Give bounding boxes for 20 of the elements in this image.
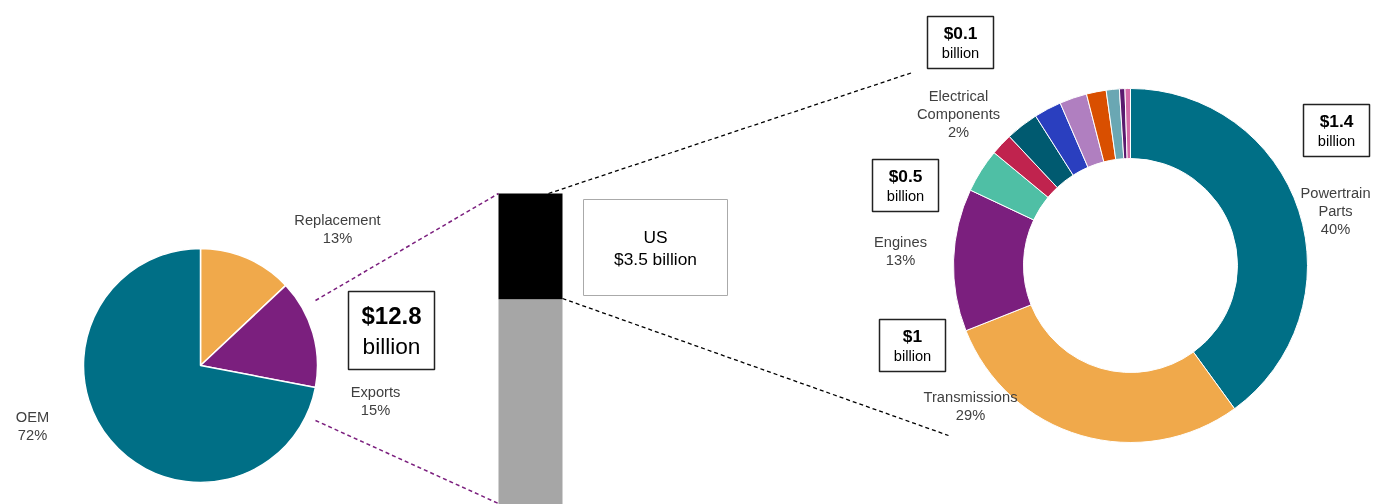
slice-label: Exports: [350, 383, 401, 400]
slice-label: Electrical Components: [916, 87, 1001, 122]
data-label: 13%: [885, 251, 916, 268]
data-label: 40%: [1320, 220, 1351, 237]
text: $12.8 billion: [361, 302, 422, 359]
data-label: 72%: [17, 426, 48, 443]
slice-label: Powertrain Parts: [1300, 184, 1371, 219]
data-label: 13%: [322, 229, 353, 246]
data-label: 15%: [360, 401, 391, 418]
text: $0.1 billion: [941, 22, 980, 61]
text: US $3.5 billion: [614, 226, 697, 269]
text: $1 billion: [893, 325, 932, 364]
data-label: 29%: [955, 406, 986, 423]
text: $0.5 billion: [886, 165, 925, 204]
data-label: 2%: [947, 123, 970, 140]
slice-label: Replacement: [294, 211, 381, 228]
slice-label: OEM: [15, 408, 50, 425]
slice-label: Transmissions: [923, 388, 1018, 405]
slice-label: Engines: [874, 233, 927, 250]
text: $1.4 billion: [1317, 110, 1356, 149]
